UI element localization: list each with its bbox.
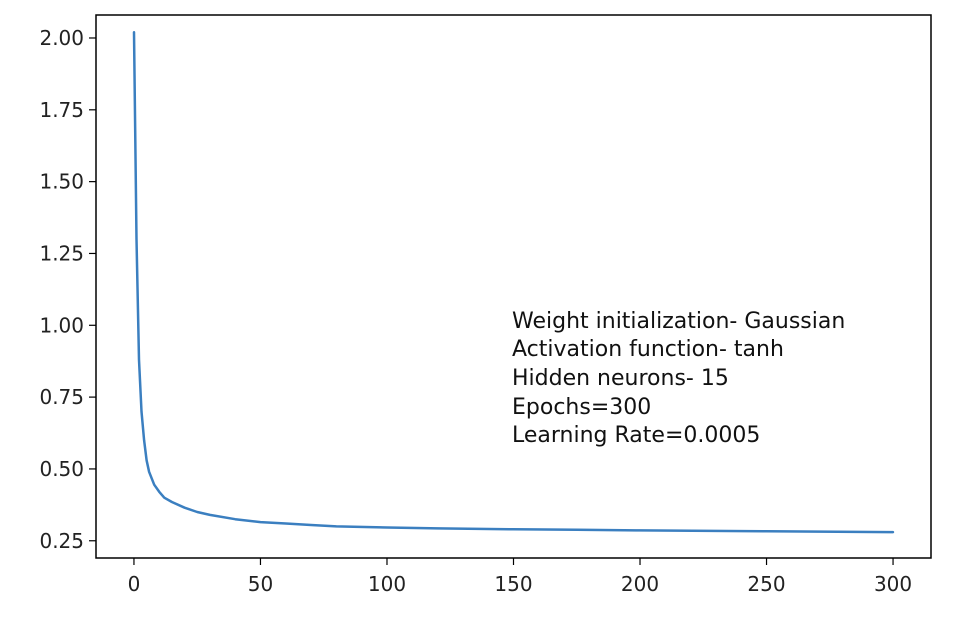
- plot-area: [95, 14, 932, 559]
- x-tick-label: 250: [747, 572, 785, 596]
- annotation-line-2: Activation function- tanh: [512, 337, 784, 362]
- y-tick-label: 0.25: [39, 529, 84, 553]
- y-tick-label: 2.00: [39, 26, 84, 50]
- x-tick-label: 200: [621, 572, 659, 596]
- y-tick-label: 1.25: [39, 241, 84, 265]
- x-tick-label: 150: [494, 572, 532, 596]
- annotation-line-4: Epochs=300: [512, 395, 651, 420]
- x-tick-label: 100: [368, 572, 406, 596]
- y-tick-label: 1.75: [39, 98, 84, 122]
- x-tick-label: 0: [128, 572, 141, 596]
- y-tick-label: 0.50: [39, 457, 84, 481]
- y-axis: 0.25 0.50 0.75 1.00 1.25 1.50 1.75 2.00: [39, 26, 96, 553]
- x-tick-label: 300: [874, 572, 912, 596]
- x-tick-label: 50: [248, 572, 273, 596]
- annotation-line-3: Hidden neurons- 15: [512, 366, 729, 391]
- annotation-line-1: Weight initialization- Gaussian: [512, 309, 845, 334]
- series-layer: [132, 30, 895, 534]
- y-tick-label: 1.50: [39, 170, 84, 194]
- y-tick-label: 0.75: [39, 385, 84, 409]
- series-line: [132, 30, 895, 534]
- y-tick-label: 1.00: [39, 313, 84, 337]
- x-axis: 0 50 100 150 200 250 300: [128, 558, 912, 596]
- annotation-line-5: Learning Rate=0.0005: [512, 423, 760, 448]
